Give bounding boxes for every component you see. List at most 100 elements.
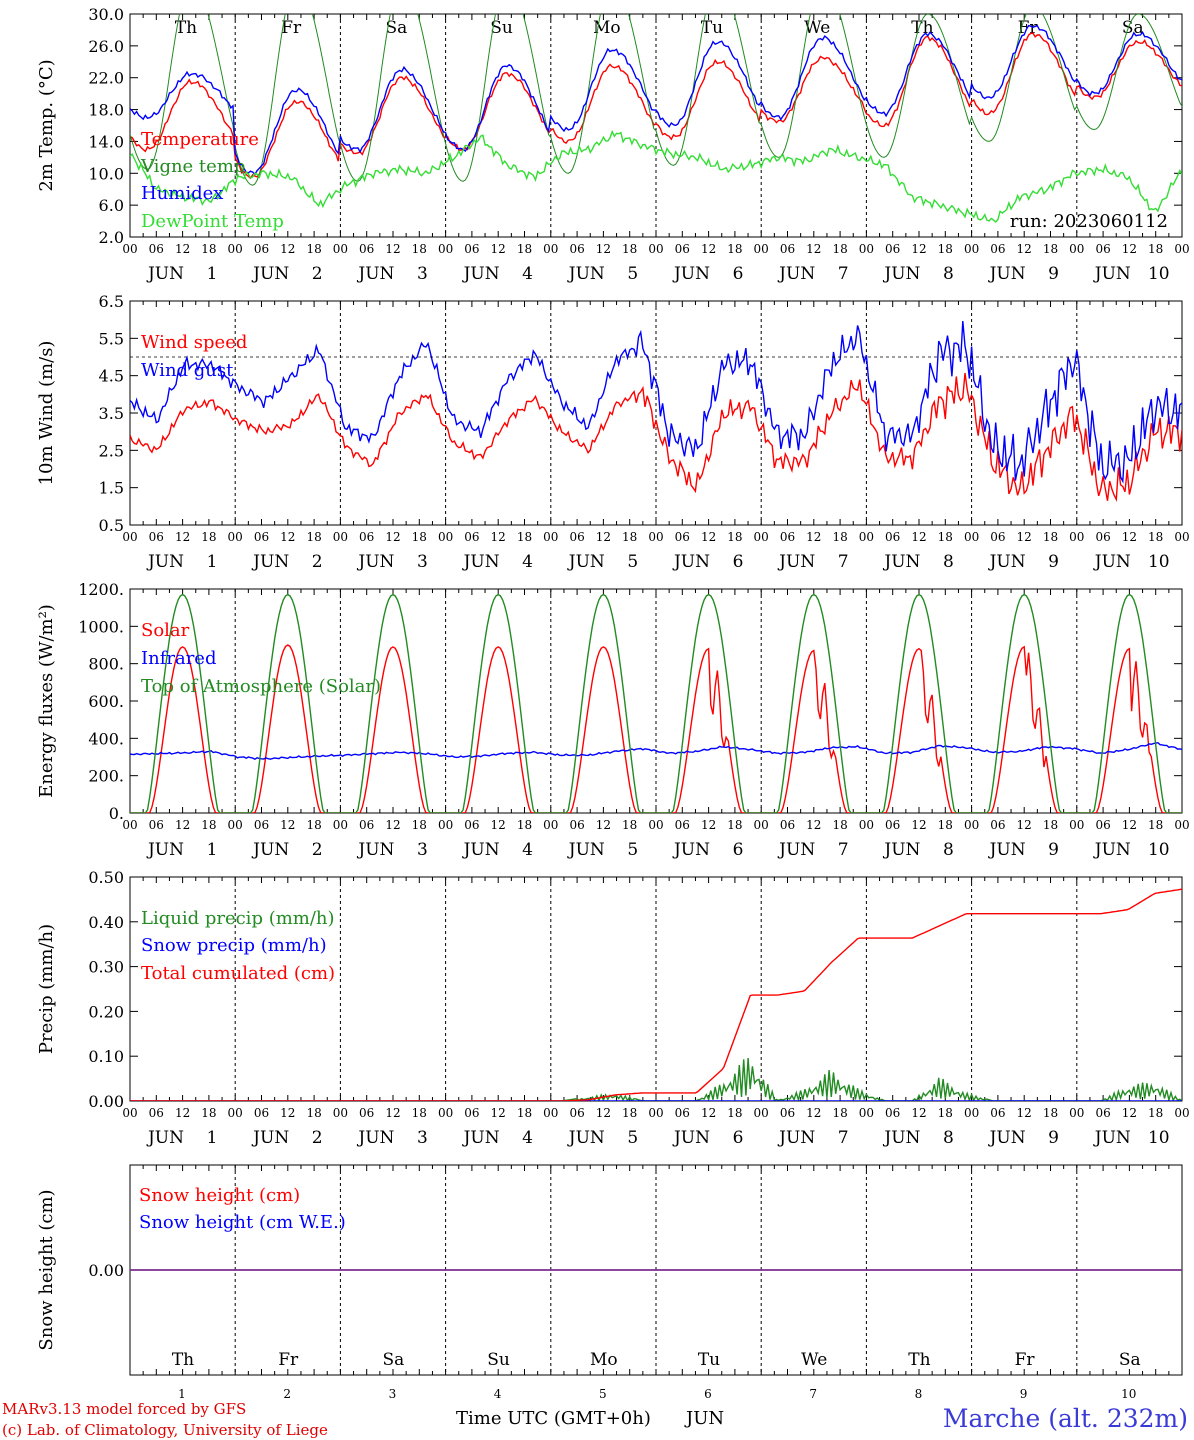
hour-tick-label: 06 <box>780 530 795 544</box>
y-tick-label: 1.5 <box>99 479 124 498</box>
series-solar <box>130 644 1182 813</box>
hour-tick-label: 00 <box>754 242 769 256</box>
hour-tick-label: 12 <box>1017 242 1032 256</box>
hour-tick-label: 12 <box>175 1106 190 1120</box>
hour-tick-label: 00 <box>754 530 769 544</box>
hour-tick-label: 12 <box>280 818 295 832</box>
hour-tick-label: 00 <box>122 530 137 544</box>
month-label: JUN <box>882 552 920 572</box>
hour-tick-label: 18 <box>517 818 532 832</box>
date-label: 1 <box>178 1387 186 1401</box>
hour-tick-label: 06 <box>990 242 1005 256</box>
date-label: 2 <box>312 264 323 284</box>
hour-tick-label: 06 <box>1095 818 1110 832</box>
panel-energy: 0. 200. 400. 600. 800. 1000. 1200. Energy fluxe… <box>36 580 1190 860</box>
y-tick-label: 0.10 <box>88 1047 124 1066</box>
hour-tick-label: 12 <box>911 818 926 832</box>
hour-tick-label: 18 <box>938 818 953 832</box>
hour-tick-label: 12 <box>596 530 611 544</box>
month-label: JUN <box>988 1128 1026 1148</box>
series-group <box>130 888 1182 1101</box>
date-label: 2 <box>312 1128 323 1148</box>
weekday-label: Fr <box>278 1350 299 1370</box>
month-label: JUN <box>146 264 184 284</box>
weekday-label: Sa <box>1119 1350 1141 1370</box>
hour-tick-label: 12 <box>1122 530 1137 544</box>
hour-tick-label: 00 <box>964 242 979 256</box>
hour-tick-label: 12 <box>596 818 611 832</box>
month-label: JUN <box>146 552 184 572</box>
date-label: 8 <box>943 264 954 284</box>
date-label: 4 <box>522 552 533 572</box>
month-label: JUN <box>356 1128 394 1148</box>
date-label: 1 <box>207 264 218 284</box>
hour-tick-label: 18 <box>1148 1106 1163 1120</box>
hour-tick-label: 12 <box>491 242 506 256</box>
hour-tick-label: 00 <box>438 530 453 544</box>
date-label: 3 <box>417 552 428 572</box>
weekday-label: Sa <box>383 1350 405 1370</box>
hour-tick-label: 00 <box>333 818 348 832</box>
hour-tick-label: 12 <box>701 530 716 544</box>
weekday-label: Tu <box>698 1350 720 1370</box>
plot-frame <box>129 13 1183 238</box>
date-label: 3 <box>417 840 428 860</box>
series-total-cumulated-cm <box>130 888 1182 1101</box>
legend-dewpoint: DewPoint Temp <box>141 211 284 232</box>
hour-tick-label: 18 <box>938 242 953 256</box>
hour-tick-label: 00 <box>122 818 137 832</box>
hour-tick-label: 06 <box>254 818 269 832</box>
y-tick-label: 1000. <box>78 617 124 636</box>
y-tick-label: 0.5 <box>99 516 124 535</box>
month-label: JUN <box>988 840 1026 860</box>
date-label: 1 <box>207 552 218 572</box>
y-tick-label: 26.0 <box>88 37 124 56</box>
hour-tick-label: 12 <box>385 530 400 544</box>
date-label: 9 <box>1048 552 1059 572</box>
y-tick-label: 2.0 <box>99 228 124 247</box>
hour-tick-label: 18 <box>517 1106 532 1120</box>
weekday-label: Th <box>175 18 197 38</box>
hour-tick-label: 18 <box>201 530 216 544</box>
y-tick-label: 0.00 <box>88 1092 124 1111</box>
date-label: 6 <box>733 552 744 572</box>
date-label: 9 <box>1048 840 1059 860</box>
hour-tick-label: 18 <box>1148 818 1163 832</box>
hour-tick-label: 18 <box>306 1106 321 1120</box>
month-label: JUN <box>356 264 394 284</box>
y-tick-label: 5.5 <box>99 329 124 348</box>
hour-tick-label: 12 <box>280 1106 295 1120</box>
hour-tick-label: 00 <box>1069 530 1084 544</box>
hour-tick-label: 06 <box>464 530 479 544</box>
date-label: 10 <box>1148 552 1170 572</box>
y-axis-label: Energy fluxes (W/m²) <box>36 604 57 798</box>
month-label: JUN <box>1093 264 1131 284</box>
y-tick-label: 0.00 <box>88 1261 124 1280</box>
weekday-label: Th <box>911 18 933 38</box>
hour-tick-label: 00 <box>333 530 348 544</box>
y-tick-label: 0.20 <box>88 1002 124 1021</box>
hour-tick-label: 06 <box>359 1106 374 1120</box>
hour-tick-label: 12 <box>806 1106 821 1120</box>
hour-tick-label: 12 <box>1017 818 1032 832</box>
month-label: JUN <box>146 1128 184 1148</box>
y-tick-label: 0.40 <box>88 913 124 932</box>
hour-tick-label: 00 <box>859 242 874 256</box>
date-label: 10 <box>1148 1128 1170 1148</box>
weekday-label: Th <box>908 1350 930 1370</box>
hour-tick-label: 18 <box>1148 530 1163 544</box>
month-label: JUN <box>672 264 710 284</box>
hour-tick-label: 00 <box>754 1106 769 1120</box>
month-label: JUN <box>777 552 815 572</box>
x-axis-title-month: JUN <box>684 1408 724 1429</box>
hour-tick-label: 12 <box>701 242 716 256</box>
panel-snow: 0.00 Snow height (cm) Th 1 Fr 2 Sa 3 Su 4 Mo 5 Tu 6 We… <box>36 1164 1183 1401</box>
hour-tick-label: 06 <box>359 530 374 544</box>
hour-tick-label: 00 <box>648 818 663 832</box>
month-label: JUN <box>988 264 1026 284</box>
hour-tick-label: 06 <box>569 530 584 544</box>
y-tick-label: 4.5 <box>99 367 124 386</box>
hour-tick-label: 12 <box>1122 242 1137 256</box>
hour-tick-label: 12 <box>385 1106 400 1120</box>
